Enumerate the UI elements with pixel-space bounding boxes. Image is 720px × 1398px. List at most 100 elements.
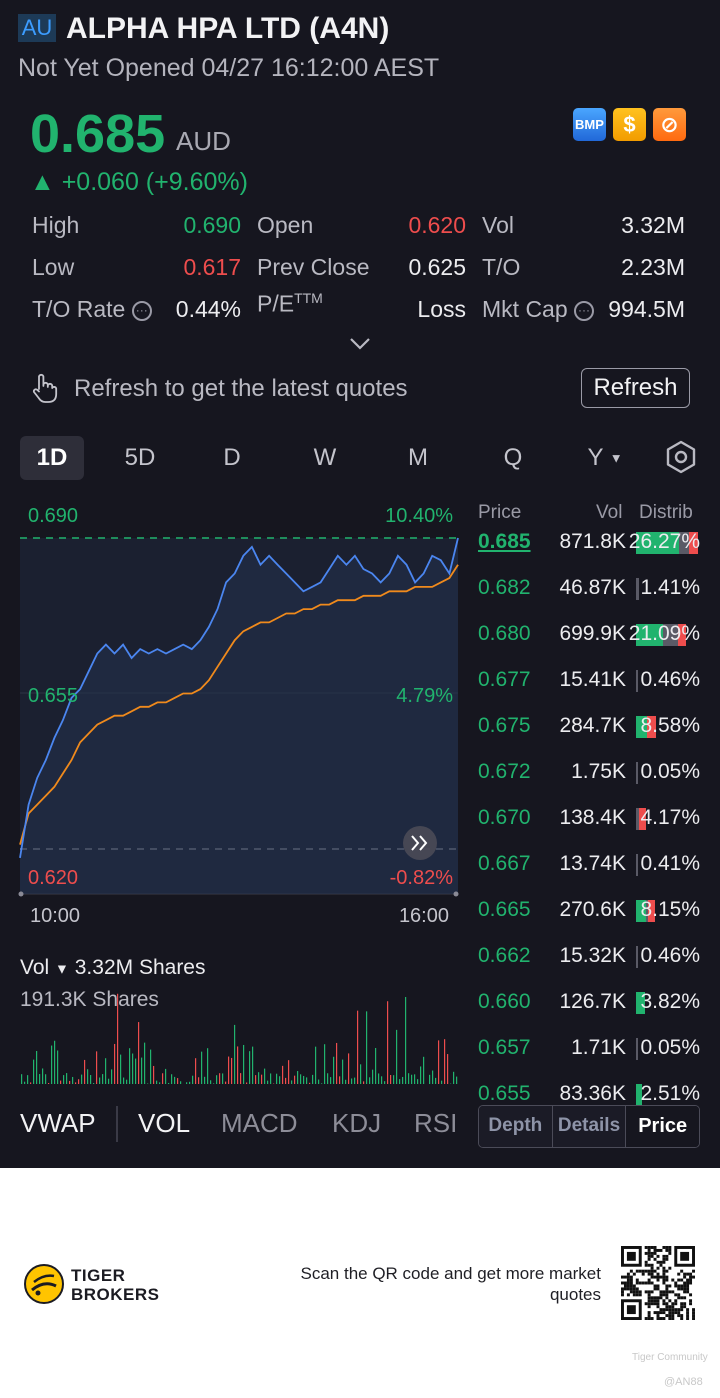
volume-bar — [249, 1051, 251, 1084]
qr-module — [647, 1290, 651, 1294]
ob-pct: 3.82% — [640, 990, 700, 1013]
volume-bar — [246, 1082, 248, 1084]
tab-week[interactable]: W — [313, 444, 337, 471]
volume-bar — [48, 1082, 50, 1084]
brand-line2: BROKERS — [71, 1285, 160, 1304]
y-label-bottom: 0.620 — [28, 867, 78, 889]
tab-year[interactable]: Y ▼ — [580, 436, 630, 480]
ob-header-price: Price — [478, 502, 522, 523]
tab-day[interactable]: D — [223, 444, 241, 471]
volume-bar — [216, 1075, 218, 1084]
ob-pct: 0.05% — [640, 1036, 700, 1059]
volume-bar — [129, 1048, 131, 1084]
volume-bar — [336, 1042, 338, 1084]
tab-price[interactable]: Price — [626, 1106, 699, 1147]
qr-module — [686, 1311, 690, 1315]
ob-row: 0.680 699.9K 21.09% — [470, 622, 720, 668]
qr-finder — [626, 1305, 636, 1315]
volume-bar — [252, 1046, 254, 1084]
tab-1d[interactable]: 1D — [20, 436, 84, 480]
tab-macd[interactable]: MACD — [221, 1108, 298, 1138]
tab-depth[interactable]: Depth — [479, 1106, 553, 1147]
tab-vwap[interactable]: VWAP — [20, 1108, 96, 1138]
volume-bar — [333, 1056, 335, 1084]
qr-module — [656, 1278, 660, 1282]
volume-bar — [30, 1082, 32, 1084]
qr-module — [647, 1278, 651, 1282]
pe-text: P/E — [257, 290, 295, 317]
qr-module — [680, 1278, 684, 1282]
ob-vol: 13.74K — [559, 852, 626, 875]
caret-down-icon: ▼ — [609, 450, 623, 466]
prev-close-label: Prev Close — [257, 254, 370, 280]
intraday-chart[interactable]: 0.690 0.655 0.620 10.40% 4.79% -0.82% 10… — [0, 490, 470, 930]
chevron-down-icon[interactable] — [348, 334, 372, 354]
ob-price: 0.682 — [478, 576, 531, 599]
y-label-mid: 0.655 — [28, 685, 78, 707]
volume-bar — [39, 1074, 41, 1084]
qr-module — [647, 1314, 651, 1318]
refresh-button[interactable]: Refresh — [581, 368, 690, 408]
qr-module — [656, 1302, 660, 1306]
ob-pct: 1.41% — [640, 576, 700, 599]
qr-module — [656, 1266, 660, 1270]
volume-bar — [456, 1076, 458, 1084]
volume-bar — [72, 1076, 74, 1084]
vol-indicator-header[interactable]: Vol ▼ 3.32M Shares — [20, 956, 206, 980]
qr-module — [662, 1260, 666, 1264]
tab-quarter[interactable]: Q — [503, 444, 523, 471]
qr-module — [683, 1272, 687, 1276]
qr-module — [686, 1290, 690, 1294]
info-icon[interactable]: ··· — [574, 300, 595, 321]
qr-module — [686, 1281, 690, 1285]
qr-module — [662, 1293, 666, 1297]
pct-label-bottom: -0.82% — [390, 867, 454, 889]
mkt-cap-label: Mkt Cap ··· — [482, 296, 595, 323]
ob-vol: 46.87K — [559, 576, 626, 599]
qr-module — [641, 1269, 645, 1273]
qr-module — [629, 1269, 633, 1273]
qr-module — [659, 1275, 663, 1279]
qr-module — [653, 1257, 657, 1261]
qr-module — [668, 1248, 672, 1252]
settings-icon[interactable] — [664, 440, 698, 474]
share-icon[interactable]: ⊘ — [653, 108, 686, 141]
volume-bar — [429, 1074, 431, 1084]
volume-bar — [243, 1044, 245, 1084]
qr-module — [683, 1302, 687, 1306]
coin-icon[interactable]: $ — [613, 108, 646, 141]
qr-module — [650, 1263, 654, 1267]
qr-module — [647, 1246, 651, 1249]
scan-qr-text: Scan the QR code and get more market quo… — [300, 1264, 602, 1304]
tab-rsi[interactable]: RSI — [414, 1108, 458, 1138]
qr-module — [656, 1305, 660, 1309]
tab-kdj[interactable]: KDJ — [332, 1108, 382, 1138]
qr-module — [647, 1296, 651, 1300]
qr-module — [662, 1281, 666, 1285]
qr-module — [674, 1299, 678, 1303]
ob-distrib-bar — [636, 578, 640, 600]
ob-price: 0.655 — [478, 1082, 531, 1105]
tab-month[interactable]: M — [408, 444, 428, 471]
qr-module — [621, 1290, 624, 1294]
qr-module — [629, 1287, 633, 1291]
ob-vol: 871.8K — [559, 530, 626, 553]
bmp-icon[interactable]: BMP — [573, 108, 606, 141]
qr-module — [656, 1248, 660, 1252]
info-icon[interactable]: ··· — [131, 300, 152, 321]
fast-forward-icon[interactable] — [403, 826, 437, 860]
axis-end-dot — [453, 891, 459, 897]
mkt-cap-value: 994.5M — [608, 296, 685, 322]
qr-module — [647, 1302, 651, 1306]
volume-bar — [330, 1077, 332, 1084]
volume-bar — [417, 1079, 419, 1084]
volume-bar — [276, 1073, 278, 1084]
tab-5d[interactable]: 5D — [124, 444, 156, 471]
qr-module — [662, 1254, 666, 1258]
ob-distrib-bar — [636, 1084, 642, 1106]
volume-bar — [195, 1058, 197, 1084]
tab-details[interactable]: Details — [552, 1106, 627, 1147]
qr-module — [644, 1290, 648, 1294]
volume-bar — [42, 1068, 44, 1084]
tab-vol[interactable]: VOL — [138, 1108, 191, 1138]
